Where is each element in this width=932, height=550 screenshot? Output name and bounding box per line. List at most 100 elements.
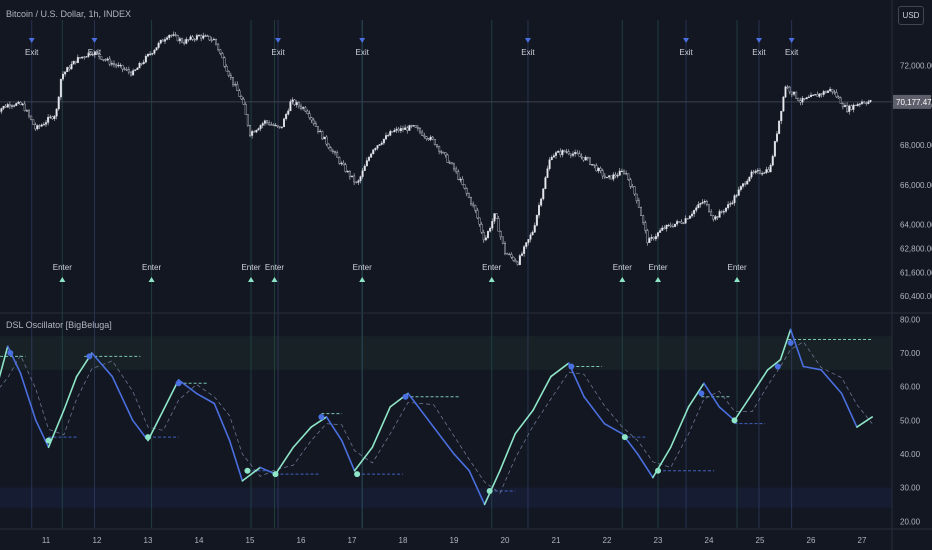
candle-body <box>737 189 740 196</box>
candle-body <box>378 144 381 146</box>
oscillator-segment <box>19 372 37 422</box>
time-tick-label: 27 <box>858 536 867 545</box>
oscillator-segment <box>532 375 552 412</box>
candle-body <box>480 224 483 233</box>
candle-body <box>253 131 256 133</box>
candle-body <box>197 35 200 37</box>
candle-body <box>848 105 851 112</box>
current-price-label: 70,177.47 <box>896 98 932 107</box>
candle-body <box>100 56 103 60</box>
oscillator-segment <box>34 419 50 449</box>
oscillator-segment <box>213 402 231 442</box>
candle-body <box>716 216 719 218</box>
candle-body <box>72 60 75 65</box>
candle-body <box>308 113 311 118</box>
candle-body <box>112 63 115 65</box>
candle-body <box>455 168 458 172</box>
candle-body <box>117 64 120 67</box>
osc-tick-label: 60.00 <box>900 383 921 392</box>
candle-body <box>863 101 866 104</box>
oscillator-segment <box>550 362 570 378</box>
candle-body <box>183 41 186 44</box>
oscillator-segment <box>514 409 534 435</box>
candle-body <box>608 175 611 178</box>
candle-body <box>293 99 296 106</box>
candle-body <box>665 224 668 229</box>
candle-body <box>155 47 158 51</box>
candle-body <box>580 155 583 158</box>
candle-body <box>172 34 175 36</box>
oscillator-segment <box>353 446 374 472</box>
candle-body <box>174 34 177 36</box>
candle-body <box>399 128 402 132</box>
candle-body <box>106 58 109 61</box>
oscillator-segment <box>856 416 874 428</box>
exit-arrow <box>91 38 98 43</box>
enter-arrow <box>148 277 155 282</box>
oscillator-segment <box>111 375 134 422</box>
oscillator-segment <box>453 453 471 472</box>
candle-body <box>38 125 41 127</box>
candle-body <box>584 157 587 161</box>
candle-body <box>489 227 492 232</box>
candle-body <box>317 126 320 132</box>
candle-body <box>425 136 428 140</box>
candle-body <box>127 69 130 73</box>
candle-body <box>129 71 132 76</box>
candle-body <box>45 122 48 125</box>
candle-body <box>827 90 830 93</box>
candle-body <box>231 77 234 85</box>
candle-body <box>212 38 215 41</box>
candle-body <box>563 150 566 152</box>
candle-body <box>618 170 621 176</box>
oscillator-pane[interactable] <box>0 328 874 506</box>
price-tick-label: 60,400.00 <box>900 292 932 301</box>
candle-body <box>134 69 137 71</box>
candle-body <box>257 128 260 131</box>
oscillator-segment <box>669 406 690 449</box>
candle-body <box>767 169 770 173</box>
candle-body <box>289 101 292 112</box>
candle-body <box>646 230 649 243</box>
candle-body <box>163 39 166 42</box>
candle-body <box>663 227 666 229</box>
oscillator-segment <box>195 392 216 405</box>
time-tick-label: 26 <box>807 536 816 545</box>
candle-body <box>461 178 464 185</box>
high-pivot-dot <box>787 339 794 346</box>
candle-body <box>208 35 211 41</box>
oscillator-segment <box>162 379 180 412</box>
candle-body <box>614 174 617 177</box>
candle-body <box>98 53 101 57</box>
candle-body <box>501 236 504 244</box>
candle-body <box>644 222 647 231</box>
currency-button[interactable]: USD <box>898 6 924 25</box>
candle-body <box>561 150 564 155</box>
candle-body <box>76 57 79 63</box>
candle-body <box>720 211 723 213</box>
candle-body <box>684 218 687 224</box>
price-pane[interactable]: Exit Exit Exit Exit Exit Exit Exit Exit Enter Ent… <box>0 31 892 282</box>
candle-body <box>365 160 368 167</box>
candle-body <box>807 96 810 98</box>
candle-body <box>516 261 519 265</box>
oscillator-segment <box>274 446 295 475</box>
candle-body <box>650 236 653 239</box>
candle-body <box>820 93 823 95</box>
candle-body <box>30 115 33 120</box>
candle-body <box>442 152 445 154</box>
candle-body <box>229 75 232 78</box>
candle-body <box>93 52 96 56</box>
candle-body <box>533 225 536 233</box>
candle-body <box>667 224 670 227</box>
candle-body <box>436 144 439 147</box>
candle-body <box>255 129 258 133</box>
candle-body <box>323 136 326 140</box>
candle-body <box>697 204 700 208</box>
low-pivot-dot <box>145 434 151 441</box>
candle-body <box>427 138 430 140</box>
candle-body <box>854 104 857 107</box>
oscillator-segment <box>292 426 313 449</box>
